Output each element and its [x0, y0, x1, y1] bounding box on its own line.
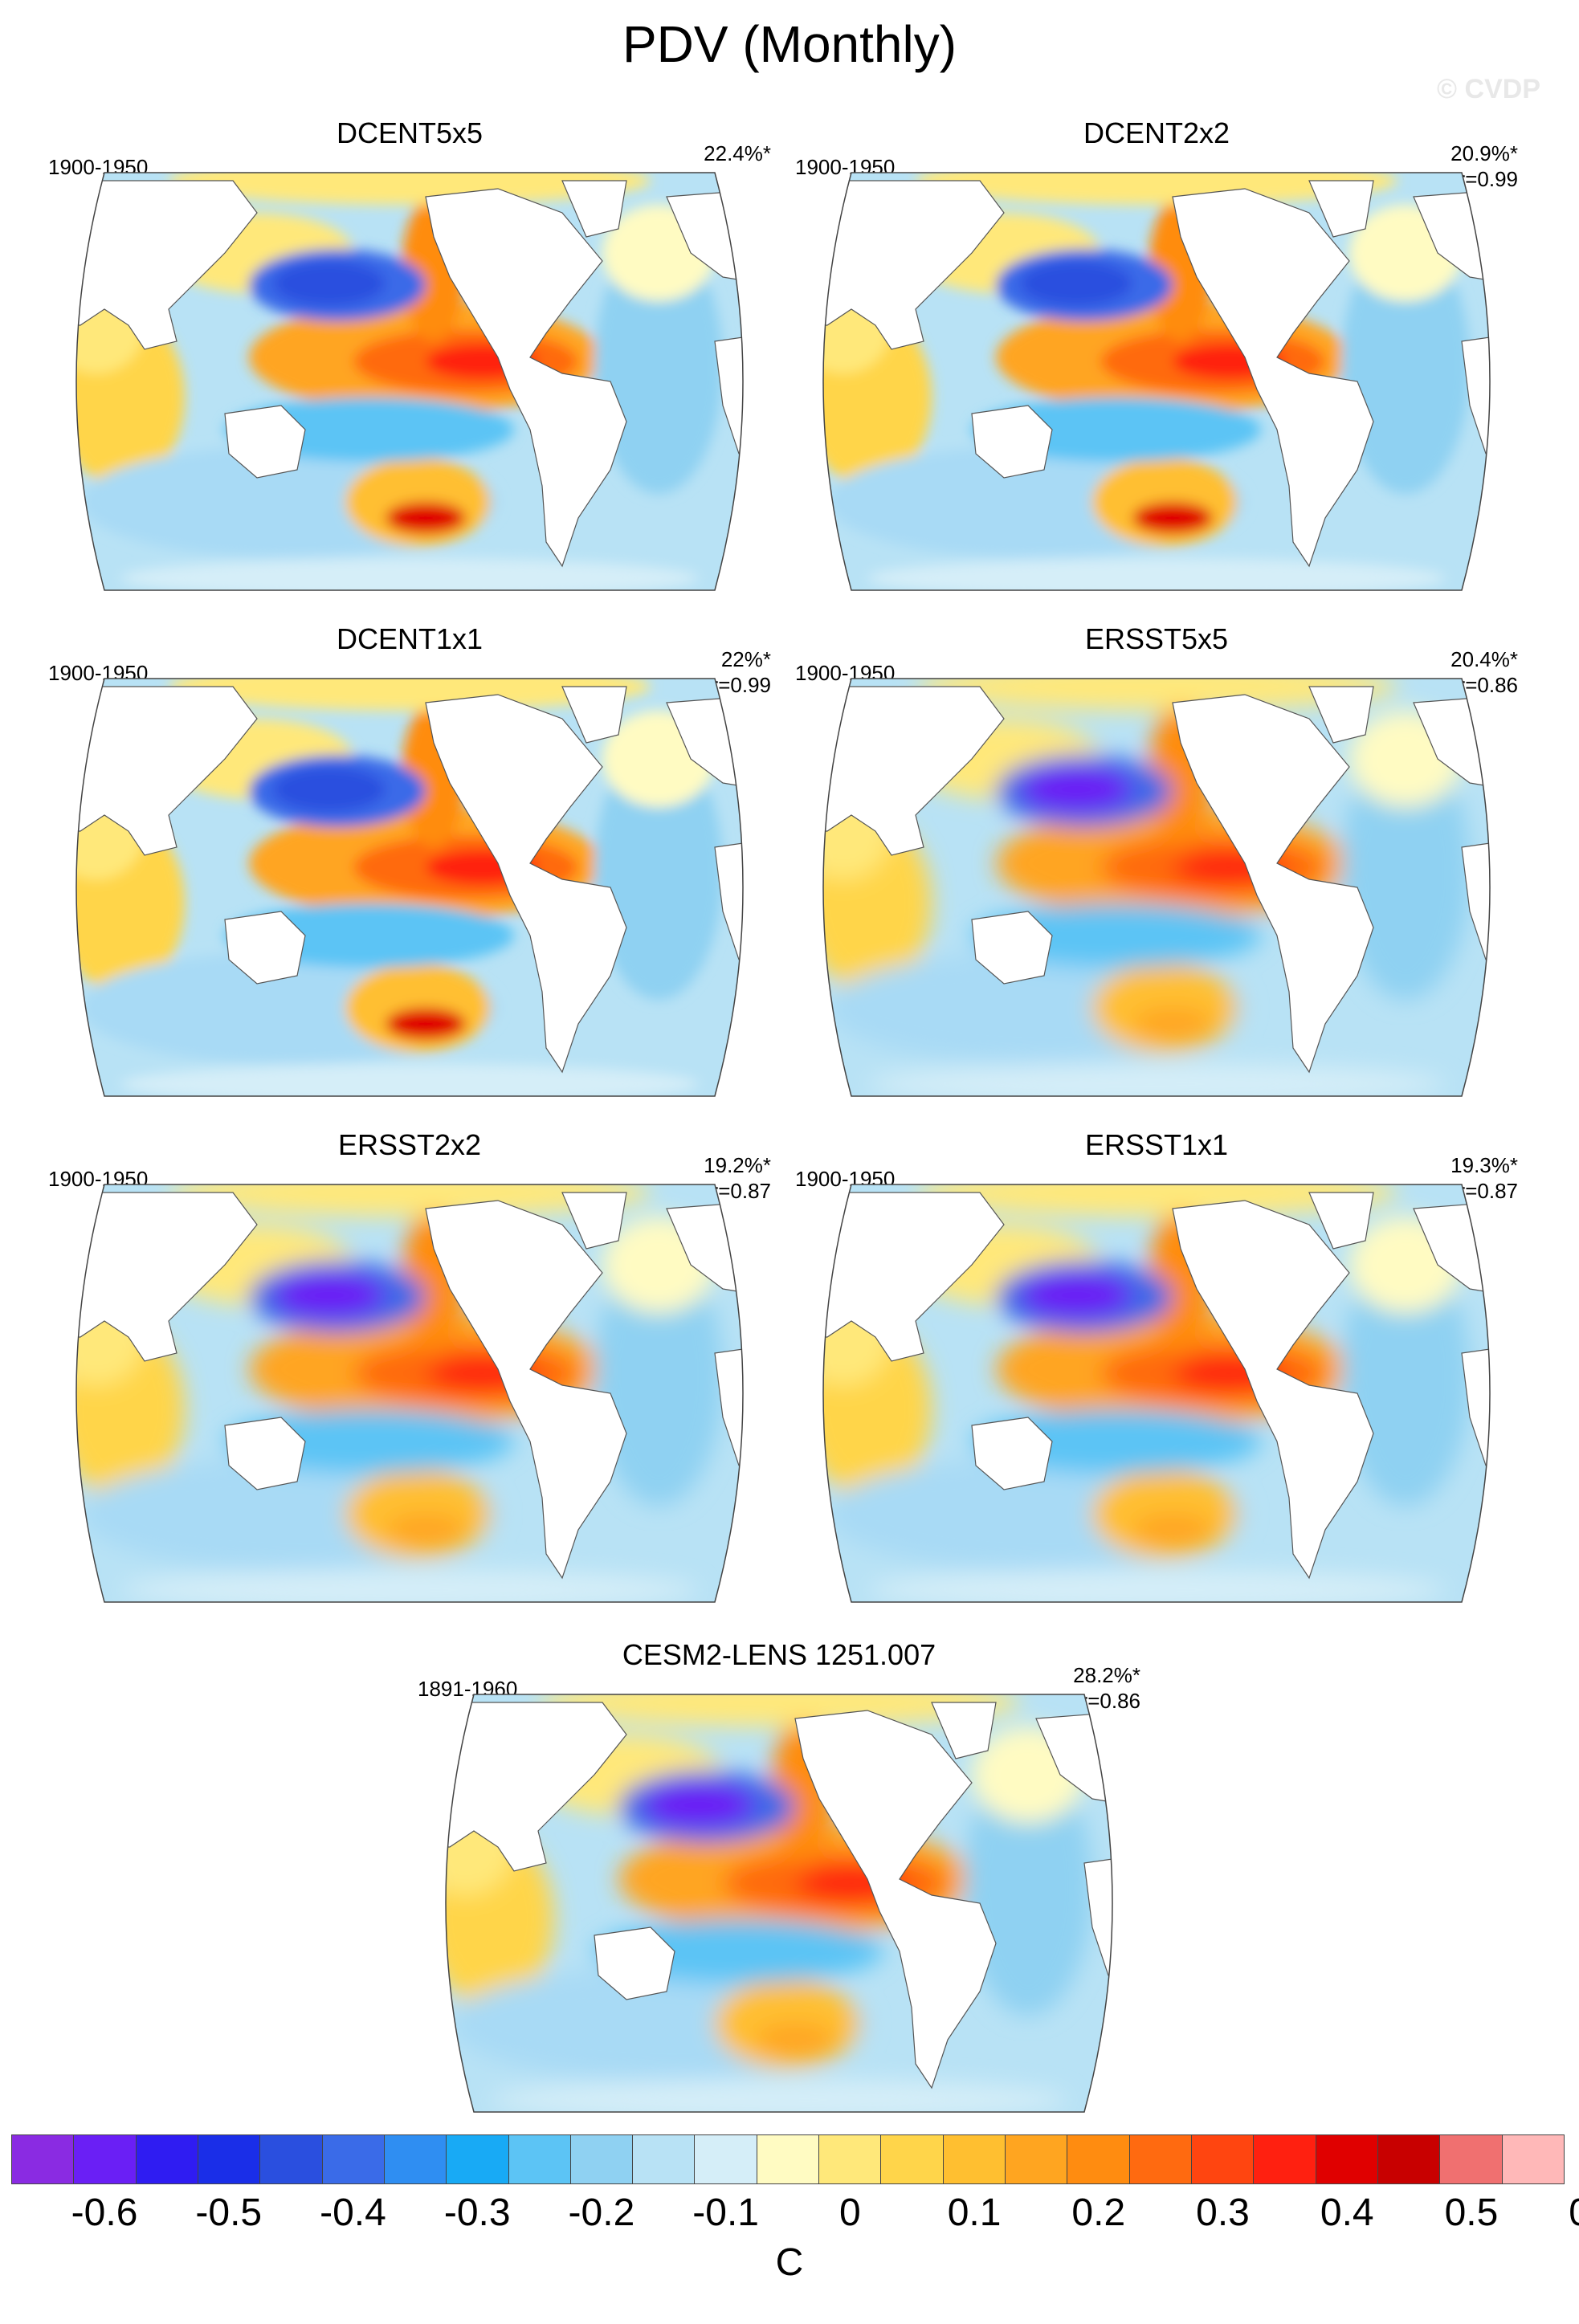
panel-title: ERSST1x1	[1084, 1128, 1229, 1161]
colorbar-swatch	[881, 2135, 944, 2183]
colorbar-swatch	[1129, 2135, 1192, 2183]
continent-outlines	[76, 686, 743, 1074]
panel-title: DCENT5x5	[336, 116, 483, 149]
panel-variance: 19.2%*	[704, 1153, 771, 1177]
colorbar-swatch	[757, 2135, 820, 2183]
colorbar-swatch	[1006, 2135, 1068, 2183]
map-panel-ersst5x5: ERSST5x5 1900-1950 20.4%* r=0.86	[795, 622, 1518, 1104]
colorbar-ticks: -0.6 -0.5 -0.4 -0.3 -0.2 -0.1 0 0.1 0.2 0.3 0.4 0.5…	[11, 2191, 1579, 2239]
panel-title: DCENT1x1	[336, 622, 483, 655]
panel-correlation: r=0.99	[711, 673, 771, 697]
panel-title: ERSST2x2	[337, 1128, 482, 1161]
sst-anomaly-map	[822, 678, 1491, 1097]
colorbar-swatch	[508, 2135, 571, 2183]
panel-stats: 22%* r=0.99	[712, 646, 771, 698]
sst-anomaly-map	[822, 1184, 1491, 1603]
panel-variance: 20.9%*	[1450, 141, 1518, 165]
colorbar-tick-label: -0.2	[568, 2191, 635, 2234]
map-panel-ersst2x2: ERSST2x2 1900-1950 19.2%* r=0.87	[48, 1128, 771, 1610]
colorbar-swatch	[1440, 2135, 1503, 2183]
colorbar-swatch	[943, 2135, 1006, 2183]
panel-correlation: r=0.86	[1458, 673, 1518, 697]
colorbar-tick-label: -0.4	[320, 2191, 386, 2234]
colorbar-swatch	[570, 2135, 634, 2183]
continent-outlines	[76, 180, 743, 568]
colorbar-tick-label: 0.5	[1444, 2191, 1499, 2234]
colorbar-swatch	[1316, 2135, 1378, 2183]
panel-stats: 20.4%* r=0.86	[1450, 646, 1518, 698]
colorbar-tick-label: -0.1	[692, 2191, 759, 2234]
panel-stats: 19.2%* r=0.87	[704, 1152, 771, 1204]
map-panel-dcent2x2: DCENT2x2 1900-1950 20.9%* r=0.99	[795, 116, 1518, 598]
panel-correlation: r=0.87	[711, 1179, 771, 1203]
map-panel-dcent5x5: DCENT5x5 1900-1950 22.4%*	[48, 116, 771, 598]
sst-anomaly-map	[75, 172, 744, 591]
panel-correlation: r=0.86	[1080, 1689, 1140, 1713]
panel-stats: 19.3%* r=0.87	[1450, 1152, 1518, 1204]
map-panel-cesm2-lens: CESM2-LENS 1251.007 1891-1960 28.2%* r=0…	[418, 1638, 1140, 2120]
panel-stats: 22.4%*	[704, 141, 771, 166]
colorbar-swatch	[633, 2135, 696, 2183]
panel-variance: 28.2%*	[1073, 1663, 1140, 1687]
continent-outlines	[76, 1192, 743, 1580]
colorbar-tick-label: 0.4	[1320, 2191, 1374, 2234]
colorbar-swatch	[12, 2135, 75, 2183]
sst-anomaly-map	[445, 1694, 1113, 2113]
colorbar-swatch	[1377, 2135, 1441, 2183]
colorbar-tick-label: 0.6	[1569, 2191, 1579, 2235]
continent-outlines	[823, 180, 1490, 568]
colorbar-tick-label: 0.1	[947, 2191, 1002, 2234]
panel-variance: 22%*	[720, 647, 771, 671]
colorbar-tick-label: 0	[839, 2191, 861, 2234]
panel-variance: 20.4%*	[1450, 647, 1518, 671]
colorbar	[11, 2134, 1565, 2184]
colorbar-swatch	[1254, 2135, 1316, 2183]
sst-anomaly-map	[75, 678, 744, 1097]
panel-variance: 19.3%*	[1450, 1153, 1518, 1177]
continent-outlines	[446, 1702, 1112, 2090]
colorbar-unit-label: C	[775, 2241, 804, 2284]
panel-stats: 28.2%* r=0.86	[1073, 1662, 1140, 1714]
panel-correlation: r=0.87	[1458, 1179, 1518, 1203]
panel-title: DCENT2x2	[1083, 116, 1230, 149]
colorbar-tick-label: -0.3	[443, 2191, 511, 2234]
colorbar-swatch	[1502, 2135, 1564, 2183]
panel-variance: 22.4%*	[704, 141, 771, 165]
colorbar-swatch	[447, 2135, 509, 2183]
colorbar-swatch	[1191, 2135, 1255, 2183]
continent-outlines	[823, 686, 1490, 1074]
colorbar-swatch	[74, 2135, 137, 2183]
colorbar-swatch	[260, 2135, 323, 2183]
colorbar-swatch	[819, 2135, 882, 2183]
map-panel-ersst1x1: ERSST1x1 1900-1950 19.3%* r=0.87	[795, 1128, 1518, 1610]
colorbar-swatch	[695, 2135, 757, 2183]
colorbar-swatch	[384, 2135, 447, 2183]
colorbar-swatch	[322, 2135, 385, 2183]
colorbar-tick-label: -0.5	[195, 2191, 263, 2234]
figure-title: PDV (Monthly)	[622, 15, 957, 73]
colorbar-swatch	[198, 2135, 261, 2183]
sst-anomaly-map	[822, 172, 1491, 591]
colorbar-swatch	[1067, 2135, 1130, 2183]
continent-outlines	[823, 1192, 1490, 1580]
map-panel-dcent1x1: DCENT1x1 1900-1950 22%* r=0.99	[48, 622, 771, 1104]
colorbar-tick-label: -0.6	[71, 2191, 138, 2234]
panel-correlation: r=0.99	[1458, 167, 1518, 191]
colorbar-tick-label: 0.3	[1196, 2191, 1250, 2234]
colorbar-swatch	[136, 2135, 198, 2183]
panel-stats: 20.9%* r=0.99	[1450, 141, 1518, 192]
panel-title: ERSST5x5	[1084, 622, 1229, 655]
colorbar-tick-label: 0.2	[1071, 2191, 1126, 2234]
sst-anomaly-map	[75, 1184, 744, 1603]
cvdp-watermark: © CVDP	[1437, 74, 1540, 104]
panel-title: CESM2-LENS 1251.007	[622, 1638, 936, 1671]
